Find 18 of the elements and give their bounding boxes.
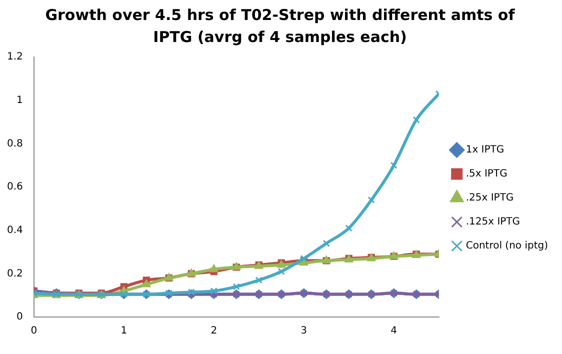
x-tick-label: 0 <box>30 326 38 337</box>
y-tick-label: 0.8 <box>6 138 23 150</box>
legend-label: .25x IPTG <box>466 192 514 204</box>
y-tick-label: 0 <box>16 312 23 323</box>
x-tick-label: 1 <box>120 326 128 337</box>
x-tick-label: 4 <box>390 326 398 337</box>
y-tick-label: 1 <box>16 94 23 106</box>
y-tick-label: 0.4 <box>6 224 23 236</box>
legend-label: .5x IPTG <box>466 168 508 180</box>
y-tick-label: 0.2 <box>6 268 23 280</box>
x-tick-label: 3 <box>300 326 308 337</box>
chart-title: Growth over 4.5 hrs of T02-Strep with different amts of IPTG (avrg of 4 samples each) <box>44 5 516 48</box>
legend-label: Control (no iptg) <box>466 240 548 252</box>
y-tick-label: 0.6 <box>6 182 23 193</box>
x-tick-label: 2 <box>210 326 218 337</box>
legend-label: .125x IPTG <box>466 216 520 228</box>
y-tick-label: 1.2 <box>6 52 23 63</box>
legend-label: 1x IPTG <box>466 144 504 156</box>
